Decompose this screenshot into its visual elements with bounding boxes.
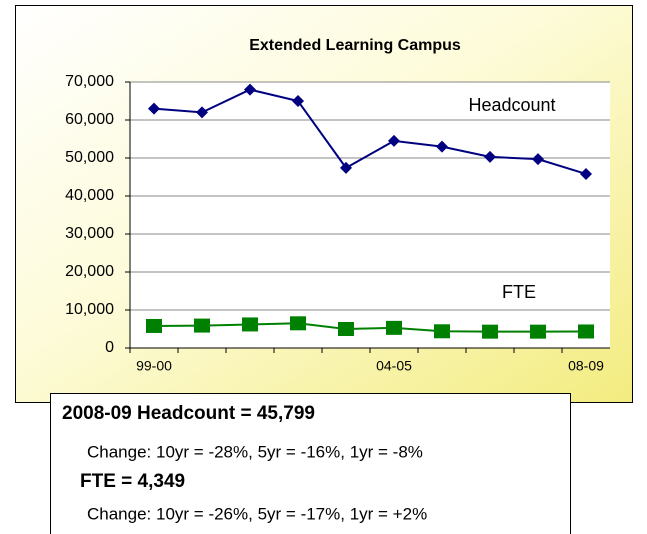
y-tick-label: 40,000 [65, 187, 114, 204]
text-box [50, 393, 571, 534]
text-box-line: FTE = 4,349 [80, 471, 185, 492]
y-tick-label: 0 [105, 339, 114, 356]
text-box-line: 2008-09 Headcount = 45,799 [62, 403, 315, 424]
chart-title: Extended Learning Campus [249, 37, 461, 54]
series-line [153, 88, 587, 175]
diamond-marker [148, 102, 160, 115]
text-box-line: Change: 10yr = -28%, 5yr = -16%, 1yr = -… [87, 442, 423, 461]
square-marker [434, 324, 450, 339]
diamond-marker [484, 150, 496, 163]
square-marker [578, 324, 594, 339]
diamond-marker [244, 83, 256, 96]
square-marker [194, 318, 210, 333]
diamond-marker [388, 134, 400, 147]
y-tick-label: 10,000 [65, 301, 114, 318]
square-marker [242, 317, 258, 332]
square-marker [530, 324, 546, 339]
diamond-marker [580, 167, 592, 180]
x-tick-label: 08-09 [568, 358, 604, 374]
diamond-marker [532, 153, 544, 166]
square-marker [386, 320, 402, 335]
y-tick-label: 30,000 [65, 225, 114, 242]
diamond-marker [196, 106, 208, 119]
square-marker [290, 316, 306, 331]
diamond-marker [292, 95, 304, 107]
plot-area [130, 82, 610, 348]
y-tick-label: 70,000 [65, 73, 114, 90]
square-marker [482, 324, 498, 339]
diamond-marker [436, 140, 448, 153]
y-tick-label: 60,000 [65, 111, 114, 128]
square-marker [338, 322, 354, 336]
series-line [153, 322, 587, 333]
x-tick-label: 99-00 [136, 358, 172, 374]
text-box-line: Change: 10yr = -26%, 5yr = -17%, 1yr = +… [87, 504, 427, 523]
series-label: FTE [502, 282, 536, 302]
series-label: Headcount [468, 95, 555, 115]
y-tick-label: 20,000 [65, 263, 114, 280]
x-tick-label: 04-05 [376, 358, 412, 374]
y-tick-label: 50,000 [65, 149, 114, 166]
square-marker [146, 318, 162, 333]
diamond-marker [340, 161, 352, 174]
